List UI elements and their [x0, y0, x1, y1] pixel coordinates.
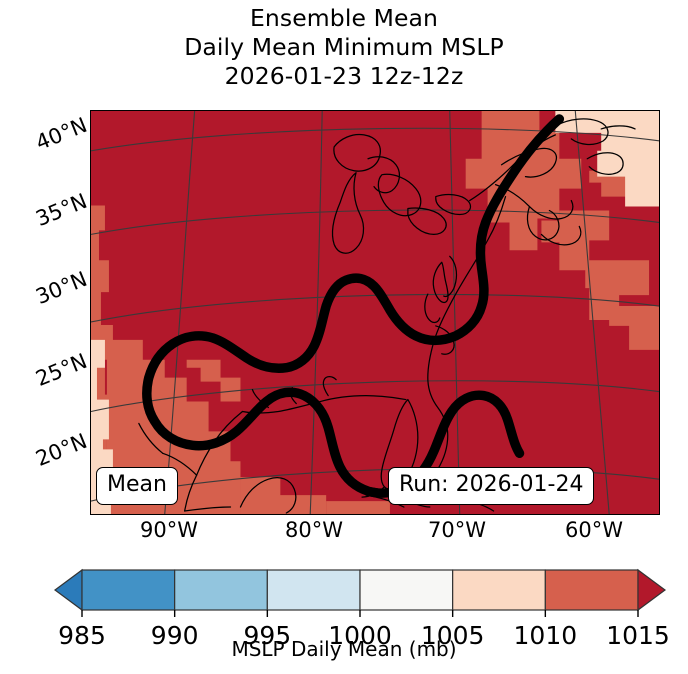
gulf-coast — [241, 394, 407, 414]
lat-label-40N: 40°N — [32, 112, 91, 155]
colorbar-band-1005-1010 — [452, 569, 546, 611]
colorbar-tick-label: 1015 — [606, 621, 670, 650]
map-canvas — [91, 111, 659, 514]
colorbar-tick-labels: 985 990 995 1000 1005 1010 1015 — [58, 621, 670, 650]
lake-superior — [333, 133, 381, 172]
colorbar-axis-label: MSLP Daily Mean (mb) — [231, 637, 457, 661]
colorbar-canvas: 985 990 995 1000 1005 1010 1015 — [53, 568, 670, 650]
colorbar-extend-high — [637, 568, 667, 612]
colorbar-band-990-995 — [174, 569, 268, 611]
title-line-2: Daily Mean Minimum MSLP — [184, 33, 504, 61]
colorbar-tick-label: 1000 — [328, 621, 392, 650]
map-panel — [90, 110, 660, 515]
lat-label-30N: 30°N — [32, 266, 91, 309]
mean-label-box: Mean — [96, 467, 178, 505]
colorbar-tick-label: 995 — [243, 621, 291, 650]
lon-label-60W: 60°W — [565, 518, 623, 542]
page-title: Ensemble Mean Daily Mean Minimum MSLP 20… — [0, 4, 688, 91]
lake-michigan — [331, 172, 365, 254]
colorbar-tick-label: 990 — [151, 621, 199, 650]
coastlines — [138, 118, 636, 514]
colorbar-tick-label: 1010 — [514, 621, 578, 650]
title-line-1: Ensemble Mean — [249, 4, 439, 32]
lat-label-35N: 35°N — [32, 188, 91, 231]
lon-label-80W: 80°W — [285, 518, 343, 542]
colorbar-extend-low — [53, 568, 83, 612]
lon-label-90W: 90°W — [140, 518, 198, 542]
lake-huron — [377, 173, 422, 217]
lat-label-20N: 20°N — [32, 428, 91, 471]
lat-label-25N: 25°N — [32, 348, 91, 391]
colorbar-band-1010-1015 — [544, 569, 639, 611]
colorbar-band-1000-1005 — [359, 569, 454, 611]
colorbar-ticks — [81, 610, 639, 617]
colorbar-band-985-990 — [81, 569, 176, 611]
colorbar-bands — [53, 568, 667, 612]
lake-erie — [407, 207, 447, 236]
lon-label-70W: 70°W — [428, 518, 486, 542]
colorbar-band-995-1000 — [266, 569, 361, 611]
lake-ontario — [435, 193, 472, 216]
colorbar: 985 990 995 1000 1005 1010 1015 — [0, 560, 688, 674]
colorbar-tick-label: 1005 — [421, 621, 485, 650]
colorbar-tick-label: 985 — [58, 621, 106, 650]
run-label-box: Run: 2026-01-24 — [388, 467, 595, 505]
title-line-3: 2026-01-23 12z-12z — [224, 62, 464, 90]
